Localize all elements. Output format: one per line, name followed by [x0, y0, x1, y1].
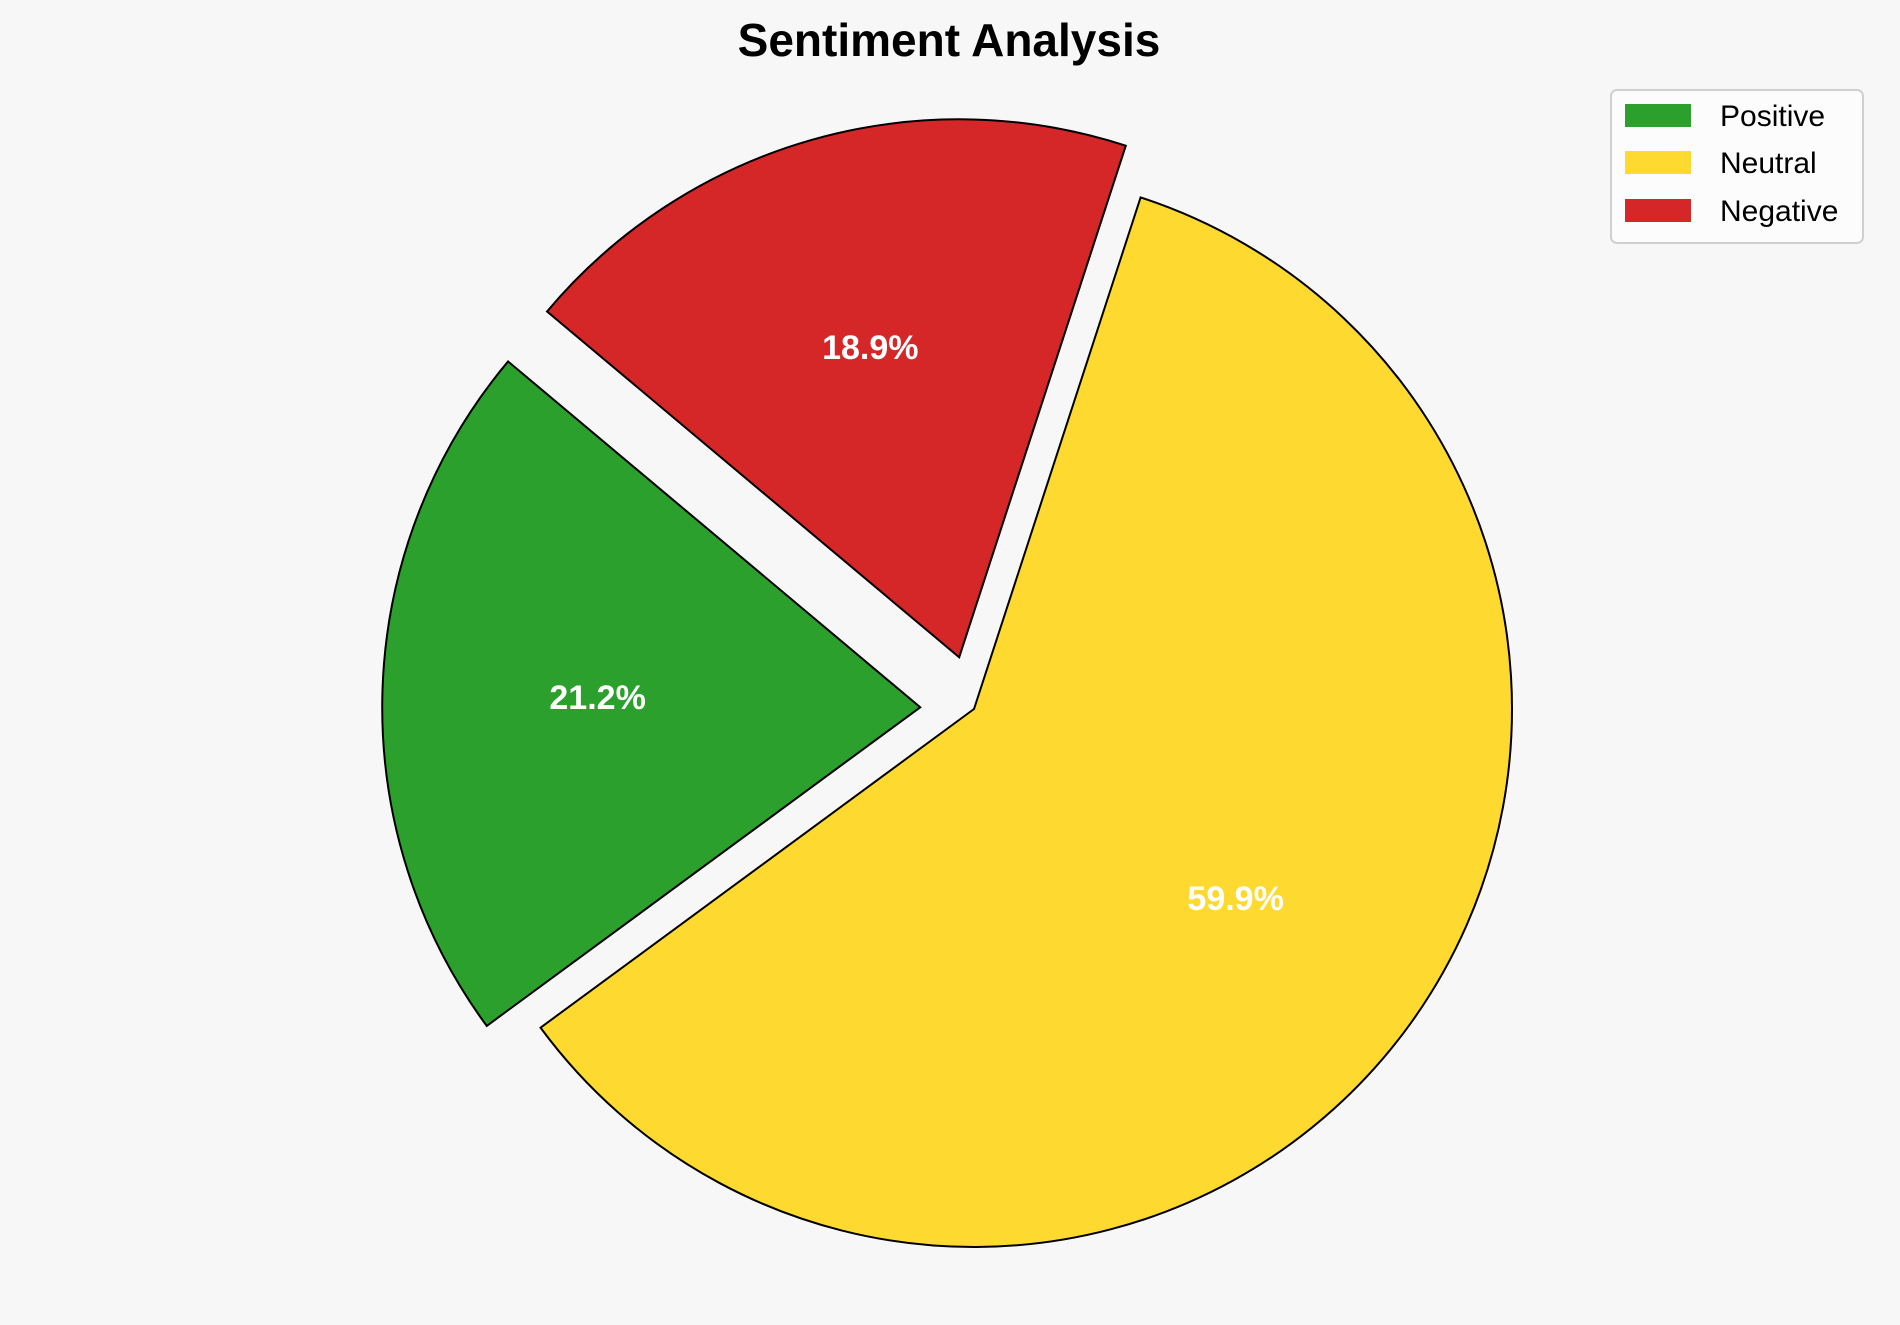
legend-swatch-positive [1625, 104, 1691, 127]
pie-labels: 21.2% 59.9% 18.9% [549, 329, 1283, 918]
pie-wedges [381, 118, 1514, 1248]
legend-swatch-negative [1625, 199, 1691, 222]
legend-label-neutral: Neutral [1720, 147, 1817, 180]
pct-label-negative: 18.9% [822, 329, 918, 367]
pct-label-neutral: 59.9% [1187, 880, 1283, 918]
pct-label-positive: 21.2% [549, 679, 645, 717]
legend-label-negative: Negative [1720, 195, 1838, 228]
legend-label-positive: Positive [1720, 100, 1825, 133]
wedge-negative [545, 118, 1128, 659]
chart-title: Sentiment Analysis [738, 14, 1161, 66]
wedge-neutral [539, 196, 1514, 1248]
legend-swatch-neutral [1625, 151, 1691, 174]
wedge-positive [381, 360, 922, 1028]
legend: Positive Neutral Negative [1610, 89, 1864, 244]
